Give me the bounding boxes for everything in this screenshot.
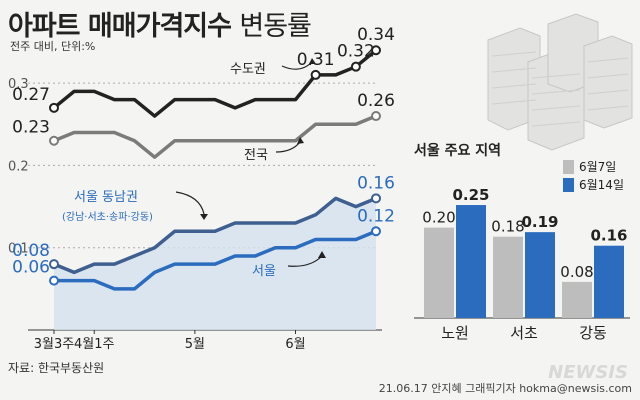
data-label-seoul: 0.12 (357, 206, 395, 226)
data-label-capital: 0.27 (12, 85, 50, 105)
x-tick-label: 5월 (185, 337, 205, 352)
point-marker-capital (350, 61, 361, 72)
data-label-southeast: 0.08 (12, 241, 50, 261)
bar-category-label: 강동 (579, 324, 607, 342)
y-tick-label: 0.2 (8, 159, 29, 174)
data-label-seoul: 0.06 (12, 258, 50, 278)
point-marker-national (49, 135, 59, 146)
bar-value-label: 0.19 (521, 213, 558, 231)
bar-value-label: 0.16 (590, 227, 627, 245)
annotation-southeast: 서울 동남권 (74, 190, 138, 205)
series-line-seoul (54, 229, 377, 291)
series-line-southeast (53, 196, 377, 275)
annotation-southeast-detail: (강남·서초·송파·강동) (62, 212, 153, 223)
point-marker-capital (371, 45, 381, 56)
bar-category-label: 서초 (510, 324, 538, 342)
data-label-capital: 0.34 (357, 25, 395, 45)
bar-prev (424, 227, 454, 318)
bar-value-label: 0.08 (560, 263, 593, 281)
bar-prev (493, 236, 523, 318)
point-marker-southeast (49, 259, 59, 270)
legend-label-prev: 6월7일 (579, 160, 617, 174)
annotation-seoul: 서울 (252, 264, 276, 279)
point-marker-seoul (371, 226, 381, 237)
x-tick-label: 6월 (285, 337, 305, 352)
annotation-capital: 수도권 (230, 62, 266, 77)
bar-category-label: 노원 (441, 324, 469, 342)
series-line-national (53, 114, 377, 159)
source-note: 자료: 한국부동산원 (8, 361, 105, 375)
data-label-southeast: 0.16 (357, 173, 395, 193)
data-label-national: 0.26 (357, 91, 395, 111)
bar-value-label: 0.18 (491, 218, 524, 236)
x-tick-label: 3월3주 (34, 337, 75, 352)
y-tick-label: 0.1 (8, 242, 29, 257)
bar-value-label: 0.20 (422, 209, 455, 227)
point-marker-seoul (49, 275, 59, 286)
legend-label-curr: 6월14일 (579, 178, 624, 192)
annotation-national: 전국 (244, 148, 268, 163)
bar-prev (562, 281, 592, 318)
bar-chart-title: 서울 주요 지역 (414, 143, 502, 159)
data-label-national: 0.23 (12, 118, 50, 138)
watermark: NEWSIS (548, 362, 628, 383)
legend-curr: 6월14일 (563, 176, 624, 193)
y-tick-label: 0.3 (8, 77, 29, 92)
bar-curr (456, 205, 486, 318)
point-marker-capital (49, 102, 59, 113)
point-marker-capital (310, 69, 321, 80)
point-marker-national (371, 111, 381, 122)
legend-prev: 6월7일 (563, 158, 616, 175)
data-label-capital: 0.32 (337, 42, 375, 62)
credit: 21.06.17 안지혜 그래픽기자 hokma@newsis.com (378, 382, 632, 395)
legend-swatch-curr (563, 177, 574, 192)
series-line-capital (52, 48, 378, 118)
bar-curr (594, 245, 624, 318)
x-tick-label: 4월1주 (74, 337, 115, 352)
bar-curr (525, 232, 555, 318)
bar-value-label: 0.25 (452, 186, 489, 204)
point-marker-southeast (371, 193, 381, 204)
page-title: 아파트 매매가격지수 변동률 (8, 11, 312, 42)
legend-swatch-prev (563, 159, 574, 174)
unit-note: 전주 대비, 단위:% (10, 40, 96, 53)
